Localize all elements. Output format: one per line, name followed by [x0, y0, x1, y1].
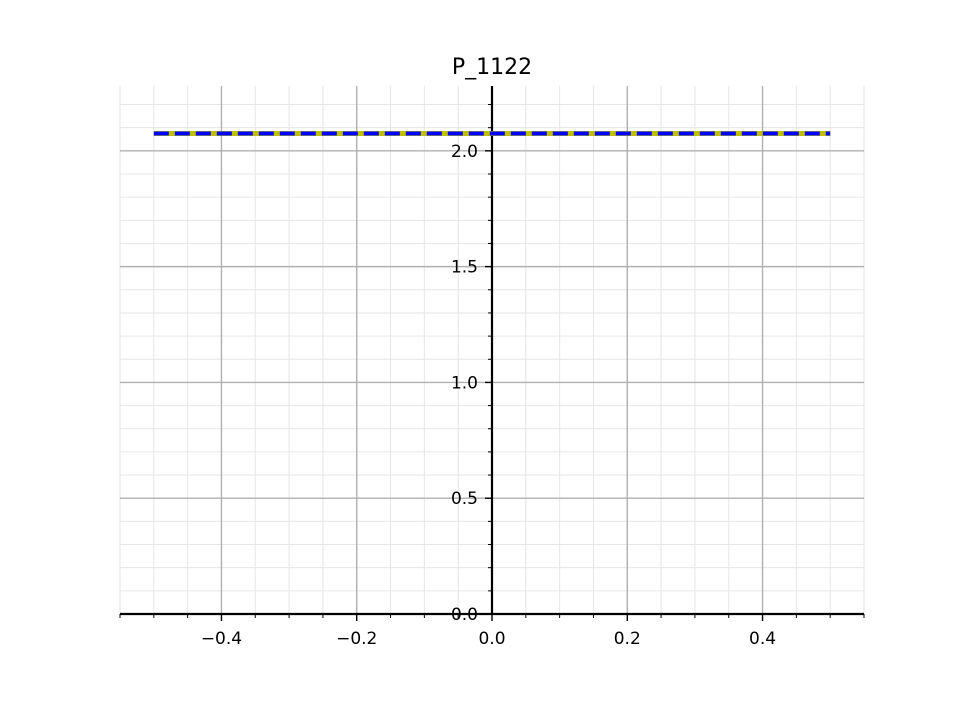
major-grid [120, 86, 864, 614]
y-tick-label: 1.0 [451, 373, 478, 393]
axes [119, 86, 865, 621]
x-tick-label: −0.4 [201, 629, 242, 649]
y-tick-label: 1.5 [451, 258, 478, 278]
x-tick-label: 0.2 [614, 629, 641, 649]
tick-labels: −0.4 −0.2 0.0 0.2 0.4 0.0 0.5 1.0 1.5 2.0 [201, 142, 776, 649]
x-tick-label: −0.2 [336, 629, 377, 649]
chart-title: P_1122 [452, 55, 532, 80]
y-tick-label: 2.0 [451, 142, 478, 162]
x-tick-label: 0.4 [749, 629, 776, 649]
y-tick-label: 0.0 [451, 605, 478, 625]
y-tick-label: 0.5 [451, 489, 478, 509]
x-tick-label: 0.0 [478, 629, 505, 649]
